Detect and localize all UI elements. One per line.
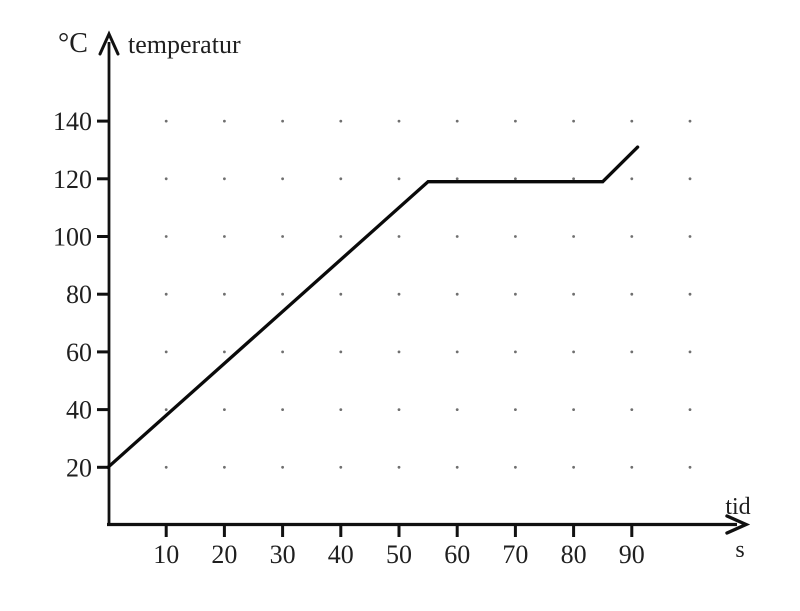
x-axis-title: tid: [725, 494, 750, 520]
grid-dot: [572, 235, 575, 238]
grid-dot: [281, 177, 284, 181]
x-tick-label: 80: [561, 540, 587, 569]
grid-dot: [339, 292, 343, 296]
grid-dot: [630, 177, 634, 181]
grid-dot: [281, 119, 284, 123]
grid-dot: [455, 350, 459, 354]
y-tick-label: 40: [66, 396, 92, 425]
y-tick-label: 20: [66, 453, 92, 482]
grid-dot: [630, 235, 634, 238]
grid-dot: [397, 408, 401, 411]
grid-dot: [164, 408, 168, 411]
grid-dot: [688, 350, 692, 354]
y-tick-label: 80: [66, 280, 92, 309]
y-tick-label: 60: [66, 338, 92, 367]
grid-dot: [339, 465, 343, 469]
x-axis-arrow-icon: [725, 514, 751, 535]
grid-dot: [514, 177, 517, 181]
grid-dot: [630, 292, 634, 296]
grid-dot: [572, 408, 575, 411]
grid-dot: [164, 235, 168, 238]
grid-dot: [572, 350, 575, 354]
grid-dot: [688, 465, 692, 469]
grid-dot: [223, 292, 226, 296]
grid-dot: [688, 292, 692, 296]
grid-dot: [688, 177, 692, 181]
grid-dot: [223, 465, 226, 469]
grid-dot: [455, 408, 459, 411]
grid-dot: [455, 235, 459, 238]
series-line-temperatur: [106, 145, 640, 469]
grid-dot: [688, 119, 692, 123]
grid-dot: [630, 350, 634, 354]
grid-dot: [223, 350, 226, 354]
grid-dot: [397, 465, 401, 469]
grid-dot: [514, 408, 517, 411]
grid-dot: [164, 177, 168, 181]
grid-dot: [514, 235, 517, 238]
grid-dot: [455, 465, 459, 469]
x-tick-label: 10: [153, 540, 179, 569]
x-tick-label: 70: [502, 540, 528, 569]
grid-dot: [339, 235, 343, 238]
grid-dot: [397, 119, 401, 123]
x-axis-unit-label: s: [735, 537, 744, 563]
grid-dot: [397, 292, 401, 296]
grid-dot: [164, 119, 168, 123]
grid-dot: [397, 235, 401, 238]
grid-dot: [397, 177, 401, 181]
grid-dot: [514, 350, 517, 354]
y-axis-title: temperatur: [128, 30, 241, 59]
grid-dot: [455, 292, 459, 296]
grid-dot: [455, 177, 459, 181]
grid-dot: [688, 235, 692, 238]
grid-dot: [339, 119, 343, 123]
grid-dot: [514, 119, 517, 123]
grid-dot: [164, 350, 168, 354]
x-tick-label: 20: [211, 540, 237, 569]
grid-dot: [630, 119, 634, 123]
grid-dot: [281, 235, 284, 238]
x-tick-label: 90: [619, 540, 645, 569]
x-tick-label: 40: [328, 540, 354, 569]
grid-dot: [281, 465, 284, 469]
grid-dot: [339, 408, 343, 411]
grid-dot: [223, 177, 226, 181]
grid-dot: [514, 292, 517, 296]
y-tick-label: 140: [53, 107, 92, 136]
grid-dot: [572, 292, 575, 296]
y-tick-label: 100: [53, 223, 92, 252]
grid-dot: [572, 177, 575, 181]
grid-dot: [630, 408, 634, 411]
grid-dot: [630, 465, 634, 469]
grid-dot: [572, 465, 575, 469]
grid-dot: [164, 292, 168, 296]
grid-dot: [397, 350, 401, 354]
y-tick-label: 120: [53, 165, 92, 194]
x-tick-label: 60: [444, 540, 470, 569]
grid-dot: [281, 292, 284, 296]
grid-dot: [688, 408, 692, 411]
grid-dot: [281, 350, 284, 354]
grid-dot: [514, 465, 517, 469]
grid-dot: [164, 465, 168, 469]
grid-dot: [339, 177, 343, 181]
grid-dot: [223, 408, 226, 411]
grid-dot: [455, 119, 459, 123]
x-tick-label: 50: [386, 540, 412, 569]
y-axis-unit-label: °C: [58, 28, 88, 59]
grid-dot: [339, 350, 343, 354]
grid-dot: [281, 408, 284, 411]
grid-dot: [223, 119, 226, 123]
chart-generated-layer: 20 40 60 80 100 120 140 10 20 30 40 50 60 70 80 90: [53, 30, 751, 569]
x-tick-label: 30: [270, 540, 296, 569]
grid-dot: [572, 119, 575, 123]
y-axis-arrow-icon: [98, 30, 120, 56]
grid-dot: [223, 235, 226, 238]
